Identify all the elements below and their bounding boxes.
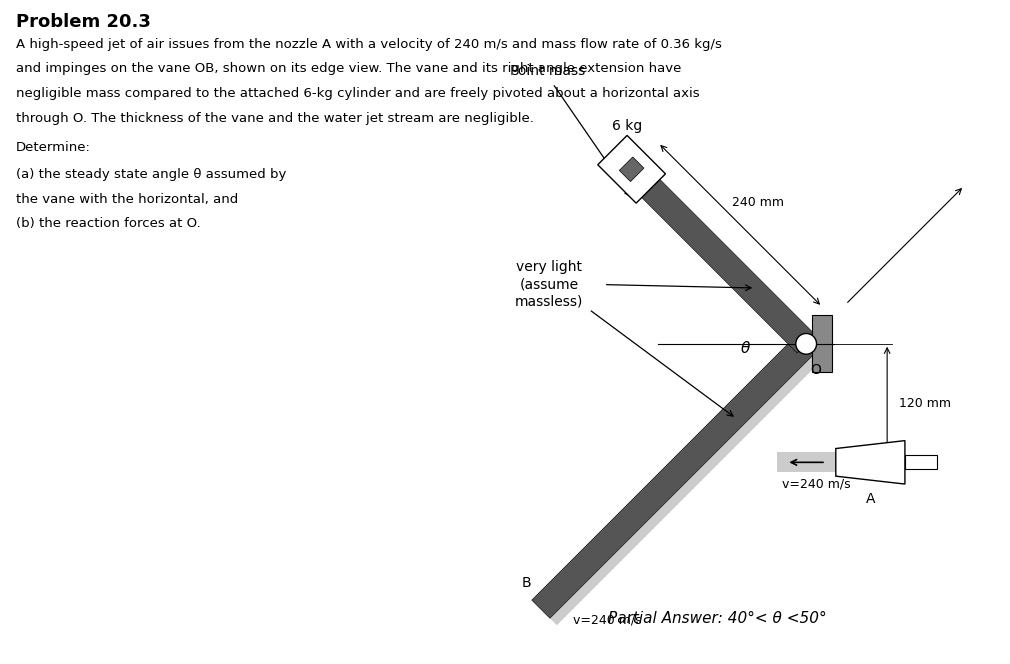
Text: Point mass: Point mass xyxy=(510,64,586,78)
Text: O: O xyxy=(810,363,821,376)
Circle shape xyxy=(796,333,816,354)
Text: 120 mm: 120 mm xyxy=(899,396,951,410)
Text: v=240 m/s: v=240 m/s xyxy=(782,477,850,490)
Text: through O. The thickness of the vane and the water jet stream are negligible.: through O. The thickness of the vane and… xyxy=(16,112,534,125)
Text: Partial Answer: 40°< θ <50°: Partial Answer: 40°< θ <50° xyxy=(608,611,826,626)
Text: Determine:: Determine: xyxy=(16,141,91,155)
Polygon shape xyxy=(622,160,815,353)
Text: Problem 20.3: Problem 20.3 xyxy=(16,13,152,31)
Text: (a) the steady state angle θ assumed by: (a) the steady state angle θ assumed by xyxy=(16,168,287,181)
Polygon shape xyxy=(532,335,822,625)
Polygon shape xyxy=(836,441,905,484)
Text: v=240 m/s: v=240 m/s xyxy=(573,614,641,627)
Text: A: A xyxy=(866,492,875,506)
Text: A high-speed jet of air issues from the nozzle A with a velocity of 240 m/s and : A high-speed jet of air issues from the … xyxy=(16,38,722,50)
Text: and impinges on the vane OB, shown on its edge view. The vane and its right angl: and impinges on the vane OB, shown on it… xyxy=(16,62,682,76)
Text: very light
(assume
massless): very light (assume massless) xyxy=(515,260,584,309)
Bar xyxy=(812,315,832,373)
Text: (b) the reaction forces at O.: (b) the reaction forces at O. xyxy=(16,217,201,230)
Polygon shape xyxy=(598,135,666,203)
Text: negligible mass compared to the attached 6-kg cylinder and are freely pivoted ab: negligible mass compared to the attached… xyxy=(16,87,700,100)
Polygon shape xyxy=(619,157,644,181)
Polygon shape xyxy=(532,335,815,618)
Text: B: B xyxy=(521,576,531,590)
Text: the vane with the horizontal, and: the vane with the horizontal, and xyxy=(16,193,238,206)
Text: θ: θ xyxy=(740,341,749,357)
Polygon shape xyxy=(777,452,836,472)
Text: 6 kg: 6 kg xyxy=(612,120,641,133)
Text: 240 mm: 240 mm xyxy=(731,196,784,209)
Bar xyxy=(905,456,936,469)
